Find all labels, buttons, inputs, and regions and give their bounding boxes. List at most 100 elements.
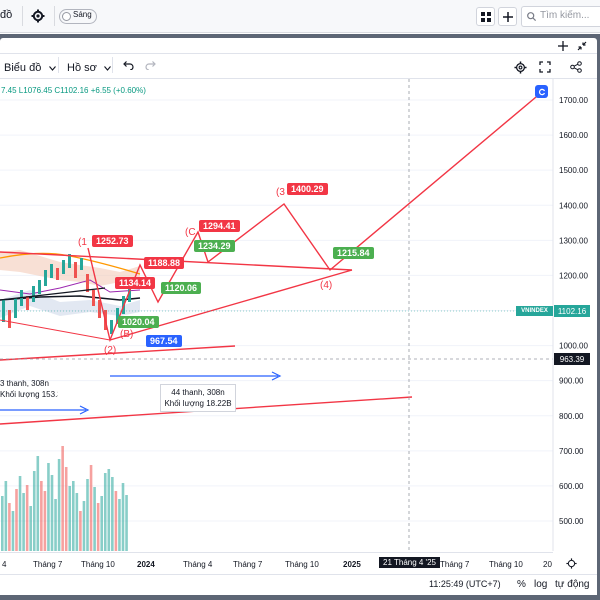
add-button[interactable] (498, 7, 517, 26)
search-icon (527, 12, 536, 21)
volume-bar (25, 485, 29, 551)
volume-bar (79, 511, 82, 551)
price-tick: 1700.00 (559, 96, 588, 105)
volume-bar (47, 463, 50, 551)
range-info: 3 thanh, 308n Khối lượng 153.374B (0, 378, 58, 400)
log-toggle[interactable]: log (534, 579, 548, 590)
wave-label: (3 (276, 187, 285, 198)
price-label[interactable]: 1120.06 (161, 282, 202, 294)
time-tick: 20 (543, 560, 552, 569)
chart-tab-label: đồ (0, 9, 13, 21)
time-tick: 4 (2, 560, 7, 569)
volume-bar (4, 481, 8, 551)
divider (54, 6, 55, 26)
collapse-button[interactable] (575, 39, 589, 53)
time-tick: Tháng 7 (233, 560, 263, 569)
undo-icon (123, 61, 134, 70)
share-button[interactable] (568, 59, 584, 75)
price-label[interactable]: 1400.29 (287, 183, 328, 195)
chart-tab[interactable]: đồ (0, 5, 24, 27)
volume-bar (57, 459, 61, 551)
chart-settings-button[interactable] (512, 59, 528, 75)
symbol-tag: VNINDEX (516, 306, 553, 316)
volume-bar (64, 467, 68, 551)
volume-bar (43, 491, 47, 551)
share-icon (570, 61, 582, 73)
divider (0, 78, 597, 79)
volume-bar (75, 493, 79, 551)
time-axis[interactable]: 4 Tháng 7 Tháng 10 2024 Tháng 4 Tháng 7 … (0, 552, 553, 574)
settings-button[interactable] (28, 6, 48, 26)
bottom-bar: 11:25:49 (UTC+7) % log tự động (0, 574, 597, 595)
trend-line (0, 319, 111, 341)
volume-bars (1, 446, 128, 551)
volume-bar (40, 481, 43, 551)
search-input[interactable]: Tìm kiếm... (540, 10, 590, 21)
volume-bar (121, 483, 125, 551)
auto-toggle[interactable]: tự động (555, 579, 590, 590)
wave-label: (4) (320, 280, 333, 291)
time-tick: Tháng 7 (33, 560, 63, 569)
redo-button[interactable] (143, 58, 159, 72)
ohlc-values: 7.45 L1076.45 C1102.16 (1, 86, 89, 95)
price-label[interactable]: 1134.14 (115, 277, 156, 289)
plus-icon (502, 11, 513, 22)
wave-label: (B) (120, 329, 134, 340)
percent-toggle[interactable]: % (517, 579, 526, 590)
grid-icon (480, 11, 491, 22)
redo-icon (145, 61, 156, 70)
price-label[interactable]: 1188.88 (144, 257, 185, 269)
collapse-icon (577, 41, 587, 51)
ohlc-legend: 7.45 L1076.45 C1102.16 +6.55 (+0.60%) (1, 86, 146, 95)
volume-bar (36, 456, 40, 551)
wave-label: (2) (104, 345, 117, 356)
clock: 11:25:49 (UTC+7) (429, 579, 501, 589)
price-label[interactable]: 1020.04 (118, 316, 159, 328)
alert-marker[interactable] (535, 85, 548, 98)
time-tick: 2025 (343, 560, 361, 569)
volume-bar (93, 487, 96, 551)
undo-button[interactable] (120, 58, 136, 72)
price-tick: 1600.00 (559, 131, 588, 140)
price-tick: 800.00 (559, 412, 584, 421)
chevron-down-icon (104, 66, 112, 71)
ma-line-purple (0, 279, 141, 295)
plus-icon (558, 41, 568, 51)
volume-bar (89, 465, 93, 551)
divider (0, 53, 597, 54)
divider (58, 57, 59, 73)
range-volume: Khối lượng 18.22B (164, 399, 232, 408)
time-tick: 2024 (137, 560, 155, 569)
trend-line (0, 345, 236, 361)
chart-type-menu[interactable]: Biểu đồ (4, 58, 56, 76)
volume-bar (107, 469, 111, 551)
volume-bar (111, 477, 114, 551)
price-label[interactable]: 967.54 (146, 335, 182, 347)
price-label[interactable]: 1294.41 (199, 220, 240, 232)
range-info: 44 thanh, 308n Khối lượng 18.22B (160, 384, 236, 412)
refresh-icon (538, 88, 545, 95)
volume-bar (18, 476, 22, 551)
volume-bar (32, 471, 36, 551)
axis-settings-button[interactable] (564, 556, 578, 570)
layout-button[interactable] (476, 7, 495, 26)
volume-bar (54, 499, 57, 551)
profile-menu[interactable]: Hồ sơ (67, 58, 112, 76)
top-bar: đồ Sáng Tìm kiếm... (0, 0, 600, 33)
change-value: +6.55 (+0.60%) (90, 86, 146, 95)
price-label[interactable]: 1252.73 (92, 235, 133, 247)
price-tick: 1400.00 (559, 201, 588, 210)
arrow-head (79, 405, 90, 415)
price-label[interactable]: 1215.84 (333, 247, 374, 259)
gear-icon (565, 557, 577, 569)
price-chart[interactable]: 1700.00 1600.00 1500.00 1400.00 1300.00 1200.… (0, 79, 597, 551)
fullscreen-button[interactable] (537, 59, 553, 75)
search-box[interactable]: Tìm kiếm... (521, 6, 600, 27)
add-pane-button[interactable] (556, 39, 570, 53)
wave-label: (1 (78, 237, 87, 248)
price-label[interactable]: 1234.29 (194, 240, 235, 252)
price-tick: 700.00 (559, 447, 584, 456)
theme-toggle[interactable]: Sáng (59, 9, 97, 24)
toggle-knob (62, 12, 71, 21)
range-bars: 44 thanh, 308n (171, 388, 225, 397)
